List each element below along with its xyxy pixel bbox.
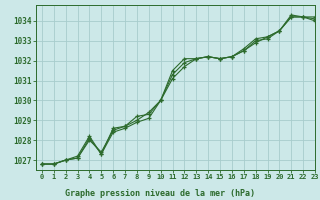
- Text: Graphe pression niveau de la mer (hPa): Graphe pression niveau de la mer (hPa): [65, 189, 255, 198]
